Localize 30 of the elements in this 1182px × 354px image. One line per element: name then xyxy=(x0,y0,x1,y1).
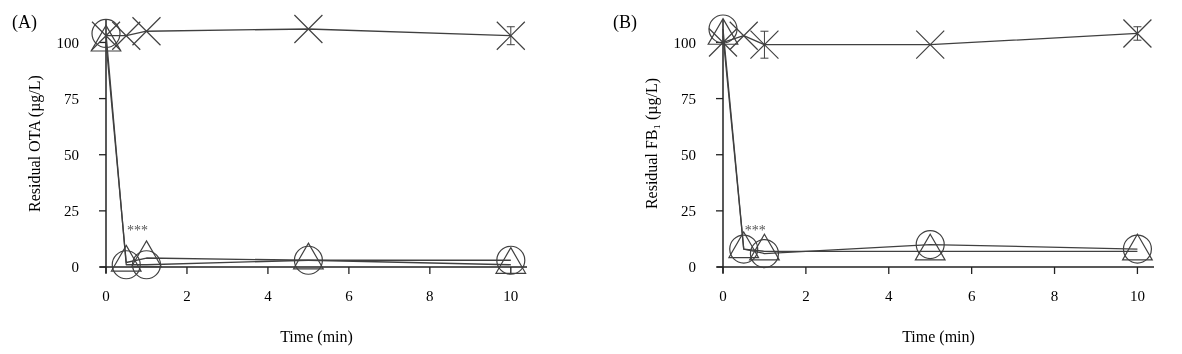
y-tick-label: 75 xyxy=(64,90,79,107)
y-axis-title: Residual FB₁ (µg/L) xyxy=(643,77,661,210)
y-tick-label: 25 xyxy=(64,203,79,220)
x-tick-label: 10 xyxy=(1129,288,1145,304)
y-axis-title: Residual OTA (µg/L) xyxy=(26,75,44,212)
y-tick-label: 0 xyxy=(688,259,696,276)
x-tick-label: 4 xyxy=(885,288,894,304)
y-tick-label: 100 xyxy=(673,34,696,51)
y-tick-label: 100 xyxy=(56,34,79,51)
x-tick-label: 0 xyxy=(102,288,110,304)
chart-title: (A) xyxy=(12,12,37,33)
y-tick-label: 25 xyxy=(681,203,696,220)
x-tick-label: 6 xyxy=(345,288,354,304)
annotation: *** xyxy=(127,222,149,238)
x-axis-title: Time (min) xyxy=(902,328,975,346)
y-tick-label: 50 xyxy=(681,146,696,163)
x-tick-label: 6 xyxy=(967,288,976,304)
x-axis-title: Time (min) xyxy=(280,328,353,346)
x-tick-label: 0 xyxy=(719,288,727,304)
y-tick-label: 75 xyxy=(681,90,696,107)
x-tick-label: 8 xyxy=(1050,288,1059,304)
x-tick-label: 8 xyxy=(426,288,434,304)
x-tick-label: 4 xyxy=(264,288,273,304)
y-tick-label: 50 xyxy=(64,146,79,163)
x-tick-label: 2 xyxy=(183,288,191,304)
y-tick-label: 0 xyxy=(71,259,79,276)
x-tick-label: 2 xyxy=(802,288,810,304)
annotation: *** xyxy=(744,222,766,238)
x-tick-label: 10 xyxy=(503,288,519,304)
chart-title: (B) xyxy=(613,12,637,33)
